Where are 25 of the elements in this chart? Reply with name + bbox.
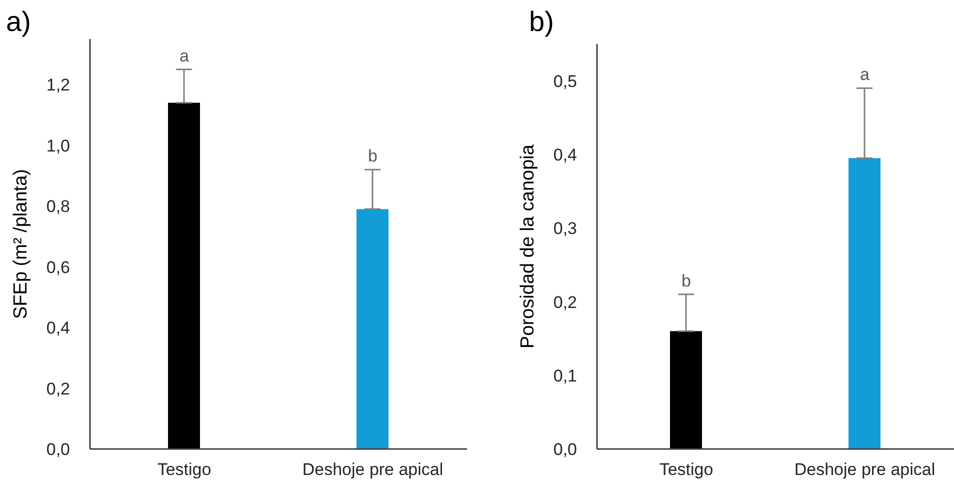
- y-tick-label: 0,3: [553, 219, 577, 238]
- y-axis-title: SFEp (m² /planta): [10, 169, 32, 319]
- y-tick-label: 0,4: [553, 145, 577, 164]
- y-tick-label: 0,8: [46, 197, 70, 216]
- y-tick-label: 1,2: [46, 76, 70, 95]
- y-tick-label: 0,5: [553, 72, 577, 91]
- y-tick-label: 1,0: [46, 136, 70, 156]
- annotation: a: [860, 65, 870, 84]
- annotation: b: [368, 146, 378, 166]
- annotation: a: [180, 46, 190, 66]
- y-tick-label: 0,1: [553, 366, 577, 386]
- y-tick-label: 0,2: [553, 292, 577, 312]
- x-tick-label: Testigo: [659, 460, 714, 480]
- y-tick-label: 0,6: [46, 258, 70, 277]
- x-tick-label: Deshoje pre apical: [302, 460, 444, 480]
- y-tick-label: 0,4: [46, 318, 70, 338]
- chart-title: b): [529, 6, 554, 38]
- y-tick-label: 0,0: [46, 440, 70, 460]
- x-tick-label: Deshoje pre apical: [794, 460, 936, 480]
- y-tick-label: 0,0: [553, 440, 577, 460]
- chart-title: a): [6, 6, 31, 38]
- y-axis-title: Porosidad de la canopia: [518, 144, 539, 348]
- x-tick-label: Testigo: [157, 460, 212, 480]
- annotation: b: [682, 271, 691, 290]
- y-tick-label: 0,2: [46, 379, 70, 398]
